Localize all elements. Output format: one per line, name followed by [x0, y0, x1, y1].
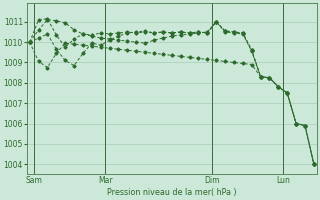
X-axis label: Pression niveau de la mer( hPa ): Pression niveau de la mer( hPa ): [107, 188, 236, 197]
